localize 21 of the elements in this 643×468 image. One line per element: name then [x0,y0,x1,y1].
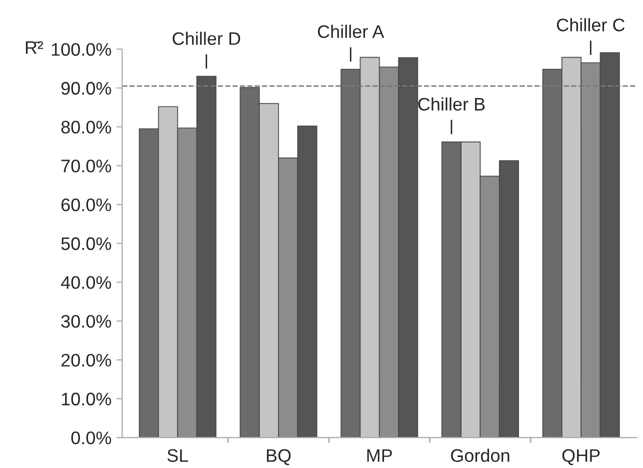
y-tick-label: 0.0% [71,432,112,444]
y-tick-label: 80.0% [61,120,112,134]
x-tick-label: Gordon [451,448,510,462]
y-tick-label: 40.0% [60,276,112,289]
y-tick-label: 30.0% [61,314,112,328]
x-tick-label: QHP [562,449,600,466]
y-tick-label: 10.0% [62,392,112,406]
y-tick-label: 100.0% [52,43,112,56]
x-tick-label: MP [367,449,392,462]
y-axis-title: R̄² [26,41,44,54]
y-tick-label: 50.0% [61,237,112,250]
text: Chiller D [172,32,240,45]
x-tick-label: BQ [266,449,291,466]
y-tick-label: 70.0% [61,160,112,172]
annotation: Chiller A [318,24,384,38]
annotation: Chiller B [418,97,485,111]
y-tick-label: 20.0% [61,354,112,367]
y-tick-label: 90.0% [61,82,112,95]
x-tick-label: SL [167,449,188,462]
annotation: Chiller C [556,18,625,32]
y-tick-label: 60.0% [61,198,112,212]
